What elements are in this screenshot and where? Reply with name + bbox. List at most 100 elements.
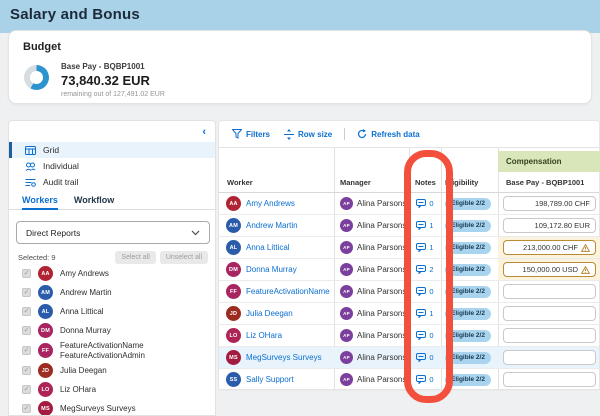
avatar: MS: [38, 401, 53, 415]
base-pay-input[interactable]: 109,172.80 EUR: [503, 218, 596, 233]
worker-checkbox[interactable]: ✓: [22, 288, 31, 297]
notes-cell[interactable]: 0: [409, 193, 441, 214]
unselect-all-button[interactable]: Unselect all: [159, 251, 208, 264]
manager-name: Alina Parsons: [357, 265, 407, 274]
refresh-data-button[interactable]: Refresh data: [350, 129, 426, 139]
row-size-button[interactable]: Row size: [277, 128, 339, 140]
worker-link[interactable]: MegSurveys Surveys: [246, 353, 322, 362]
manager-cell: AP Alina Parsons: [334, 369, 409, 390]
notes-cell[interactable]: 0: [409, 347, 441, 368]
avatar: AP: [340, 241, 353, 254]
avatar: AP: [340, 197, 353, 210]
sidebar-item-individual[interactable]: Individual: [9, 158, 215, 174]
base-pay-input[interactable]: 213,000.00 CHF: [503, 240, 596, 255]
team-filter-dropdown[interactable]: Direct Reports: [16, 221, 210, 244]
avatar: JD: [226, 306, 241, 321]
budget-donut-chart: [24, 65, 49, 90]
warning-icon: [581, 265, 590, 274]
base-pay-input[interactable]: [503, 372, 596, 387]
column-header-manager[interactable]: Manager: [340, 178, 371, 187]
base-pay-input[interactable]: 198,789.00 CHF: [503, 196, 596, 211]
select-all-button[interactable]: Select all: [115, 251, 156, 264]
base-pay-input[interactable]: [503, 284, 596, 299]
sidebar-collapse-icon[interactable]: ‹: [202, 126, 206, 138]
list-item[interactable]: ✓ DM Donna Murray: [9, 321, 215, 340]
chevron-down-icon: [191, 230, 200, 235]
notes-cell[interactable]: 1: [409, 237, 441, 258]
base-pay-value: 150,000.00 USD: [522, 265, 578, 274]
notes-cell[interactable]: 0: [409, 281, 441, 302]
avatar: AP: [340, 285, 353, 298]
avatar: AL: [226, 240, 241, 255]
manager-name: Alina Parsons: [357, 243, 407, 252]
worker-checkbox[interactable]: ✓: [22, 404, 31, 413]
sidebar-item-grid[interactable]: Grid: [9, 142, 215, 158]
column-header-eligibility[interactable]: Eligibility: [445, 178, 479, 187]
list-item[interactable]: ✓ AL Anna Littical: [9, 302, 215, 321]
tab-workflow[interactable]: Workflow: [73, 195, 115, 205]
filters-button[interactable]: Filters: [225, 129, 277, 139]
eligibility-badge: Eligible 2/2: [445, 373, 491, 386]
base-pay-input[interactable]: [503, 328, 596, 343]
notes-cell[interactable]: 1: [409, 215, 441, 236]
column-header-notes[interactable]: Notes: [415, 178, 436, 187]
notes-cell[interactable]: 0: [409, 325, 441, 346]
row-size-label: Row size: [298, 129, 333, 139]
manager-cell: AP Alina Parsons: [334, 193, 409, 214]
base-pay-cell: [498, 303, 600, 324]
worker-cell: SS Sally Support: [219, 369, 334, 390]
budget-plan-label: Base Pay - BQBP1001: [61, 62, 145, 71]
worker-cell: AL Anna Littical: [219, 237, 334, 258]
manager-name: Alina Parsons: [357, 353, 407, 362]
worker-checkbox[interactable]: ✓: [22, 366, 31, 375]
worker-link[interactable]: Andrew Martin: [246, 221, 298, 230]
base-pay-cell: [498, 369, 600, 390]
worker-checkbox[interactable]: ✓: [22, 385, 31, 394]
avatar: AM: [38, 285, 53, 300]
table-row: FF FeatureActivationName AP Alina Parson…: [219, 281, 599, 303]
worker-link[interactable]: Liz OHara: [246, 331, 283, 340]
sidebar-item-label: Audit trail: [43, 177, 79, 187]
manager-name: Alina Parsons: [357, 331, 407, 340]
list-item[interactable]: ✓ FF FeatureActivationName FeatureActiva…: [9, 340, 215, 361]
worker-link[interactable]: Amy Andrews: [246, 199, 295, 208]
notes-count: 2: [429, 265, 434, 274]
worker-link[interactable]: Anna Littical: [246, 243, 290, 252]
worker-link[interactable]: Donna Murray: [246, 265, 297, 274]
comment-icon: [416, 265, 427, 274]
sidebar: ‹ Grid Individual Audit trail Workers Wo…: [8, 120, 216, 416]
manager-cell: AP Alina Parsons: [334, 215, 409, 236]
worker-link[interactable]: Sally Support: [246, 375, 294, 384]
base-pay-input[interactable]: [503, 350, 596, 365]
worker-link[interactable]: Julia Deegan: [246, 309, 293, 318]
worker-checkbox[interactable]: ✓: [22, 346, 31, 355]
list-item[interactable]: ✓ AM Andrew Martin: [9, 283, 215, 302]
tab-workers[interactable]: Workers: [22, 195, 58, 210]
list-item[interactable]: ✓ LO Liz OHara: [9, 380, 215, 399]
list-item[interactable]: ✓ MS MegSurveys Surveys: [9, 399, 215, 415]
eligibility-badge: Eligible 2/2: [445, 241, 491, 254]
worker-checkbox[interactable]: ✓: [22, 307, 31, 316]
avatar: AA: [226, 196, 241, 211]
worker-link[interactable]: FeatureActivationName: [246, 287, 330, 296]
notes-cell[interactable]: 2: [409, 259, 441, 280]
notes-cell[interactable]: 0: [409, 369, 441, 390]
eligibility-cell: Eligible 2/2: [441, 259, 498, 280]
notes-cell[interactable]: 1: [409, 303, 441, 324]
sidebar-item-audit-trail[interactable]: Audit trail: [9, 174, 215, 190]
notes-count: 1: [429, 309, 434, 318]
budget-remaining-caption: remaining out of 127,491.02 EUR: [61, 91, 165, 98]
list-item[interactable]: ✓ JD Julia Deegan: [9, 361, 215, 380]
worker-checkbox[interactable]: ✓: [22, 269, 31, 278]
notes-count: 0: [429, 331, 434, 340]
base-pay-input[interactable]: 150,000.00 USD: [503, 262, 596, 277]
column-header-worker[interactable]: Worker: [227, 178, 253, 187]
list-item[interactable]: ✓ AA Amy Andrews: [9, 264, 215, 283]
avatar: AM: [226, 218, 241, 233]
column-header-base-pay[interactable]: Base Pay - BQBP1001: [506, 178, 585, 187]
sidebar-tabs: Workers Workflow: [9, 195, 215, 210]
page-banner: [0, 0, 600, 33]
base-pay-input[interactable]: [503, 306, 596, 321]
comment-icon: [416, 221, 427, 230]
worker-checkbox[interactable]: ✓: [22, 326, 31, 335]
